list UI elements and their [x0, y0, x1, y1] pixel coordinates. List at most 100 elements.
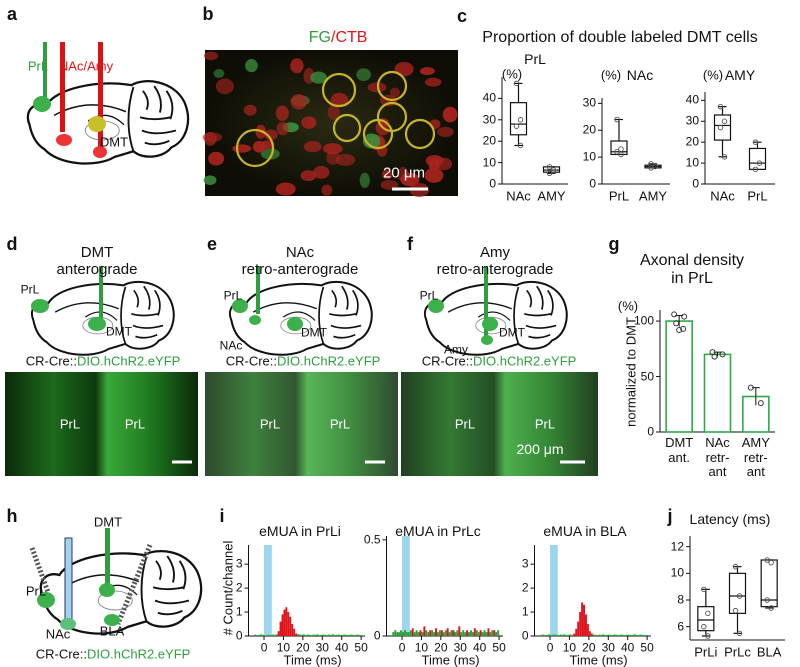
genotype: DIO.hChR2.eYFP — [77, 353, 181, 369]
hist-bar — [448, 632, 451, 636]
hist-bar — [625, 634, 628, 636]
image-label: PrL — [329, 416, 351, 432]
image-label: PrL — [59, 416, 81, 432]
data-point — [705, 610, 711, 617]
hist-bar — [322, 634, 325, 636]
cell — [381, 169, 393, 180]
hist-bar — [468, 632, 470, 636]
hist-bar — [460, 632, 463, 636]
x-tick-label: 10 — [562, 640, 577, 655]
genotype: CR-Cre:: — [225, 353, 277, 369]
x-tick-label: DMT ant. — [665, 435, 694, 465]
hist-bar — [604, 635, 607, 636]
hist-bar — [425, 630, 428, 636]
y-tick-label: 10 — [685, 155, 699, 170]
hist-bar — [444, 630, 447, 636]
hist-bar — [575, 628, 578, 636]
diagrams-def-shape — [249, 315, 261, 325]
data-point — [768, 605, 774, 611]
hist-bar — [588, 631, 591, 636]
hist-bar — [446, 628, 449, 636]
hist-bar — [483, 630, 486, 636]
hist-bar — [557, 635, 560, 636]
x-tick-label: 40 — [473, 640, 487, 655]
hist-bar — [553, 634, 556, 636]
hist-bar — [442, 632, 445, 636]
y-tick-label: 40 — [482, 90, 496, 105]
images-def — [5, 372, 598, 476]
hist-bar — [331, 634, 334, 636]
diagrams-def-shape — [484, 266, 488, 336]
hist-bar — [295, 633, 298, 636]
hist-bar — [345, 634, 348, 636]
hist-bar — [312, 634, 315, 636]
diagram-a-shape — [60, 42, 65, 132]
hist-bar — [279, 621, 282, 636]
cell — [213, 69, 225, 78]
label: PrL — [20, 282, 40, 297]
cell — [310, 71, 327, 84]
diagram-h-shape — [105, 528, 110, 586]
hist-bar — [583, 604, 585, 636]
hist-bar — [353, 635, 356, 636]
hist-bar — [606, 634, 609, 636]
genotype: CR-Cre:: — [421, 353, 473, 369]
x-tick-label: AMY — [537, 188, 566, 204]
hist-bar — [347, 635, 350, 636]
hist-bar — [565, 635, 568, 636]
cells — [202, 51, 458, 198]
panel-title: Proportion of double labeled DMT cells — [482, 29, 758, 47]
hist-bar — [573, 633, 576, 636]
diagram-h-shape — [60, 618, 76, 630]
label: BLA — [99, 623, 125, 639]
hist-bar — [487, 628, 490, 636]
hist-bar — [471, 632, 474, 636]
label: DMT — [99, 134, 129, 150]
cell — [389, 87, 401, 98]
hist-bar — [409, 630, 412, 636]
hist-bar — [285, 607, 288, 636]
genotype: DIO.hChR2.eYFP — [473, 353, 577, 369]
cell — [380, 180, 399, 190]
hist-bar — [433, 632, 436, 636]
hist-bar — [627, 634, 630, 636]
hist-bar — [359, 635, 362, 636]
hist-bar — [623, 635, 626, 636]
hist-bar — [635, 634, 638, 636]
diagram-a-shape — [56, 134, 72, 146]
y-tick-label: 0 — [647, 424, 654, 439]
diagrams-def-shape — [287, 317, 303, 331]
hist-bar — [293, 628, 296, 636]
cell — [290, 94, 308, 110]
stimulus — [264, 545, 272, 636]
micrograph-b-shape-shape — [404, 118, 436, 150]
x-tick-label: 40 — [621, 640, 635, 655]
hist-bar — [281, 614, 284, 636]
x-tick-label: 50 — [492, 640, 506, 655]
hist-bar — [456, 630, 459, 636]
hist-bar — [567, 634, 570, 636]
label: PrL — [419, 288, 439, 303]
label: NAc — [219, 338, 243, 353]
hist-bar — [596, 635, 599, 636]
hist-bar — [271, 634, 274, 636]
y-tick-label: 20 — [482, 133, 496, 148]
cell — [327, 104, 340, 120]
box — [728, 572, 747, 614]
stimulus — [402, 536, 410, 636]
hist-bar — [581, 602, 584, 636]
hist-bar — [550, 635, 552, 636]
hist-bar — [297, 634, 299, 636]
x-tick-label: PrLc — [724, 644, 751, 660]
chart-title: PrL — [524, 51, 546, 68]
y-tick-label: 1 — [521, 604, 529, 619]
hist-bar — [265, 635, 268, 636]
diagrams-def-shape — [482, 317, 498, 331]
hist-bar — [563, 634, 566, 636]
hist-bar — [475, 630, 478, 636]
hist-bar — [462, 630, 465, 636]
x-tick-label: 40 — [335, 640, 349, 655]
hist-bar — [569, 634, 572, 636]
hist-bar — [600, 634, 603, 636]
hist-bar — [619, 634, 622, 636]
